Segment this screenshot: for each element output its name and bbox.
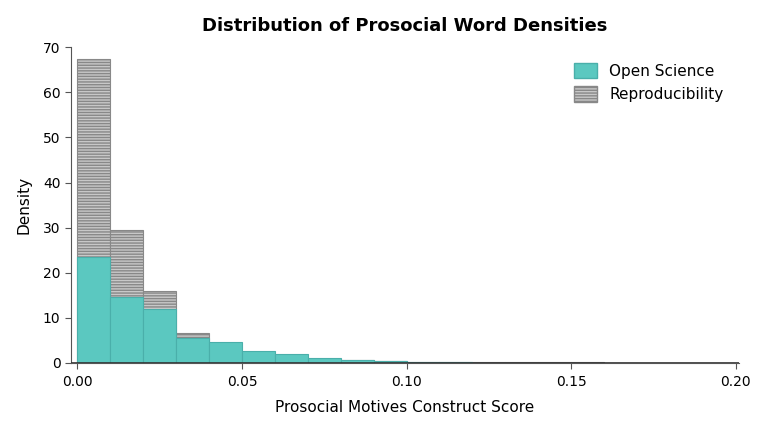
Bar [308, 359, 341, 363]
Bar [406, 362, 439, 363]
X-axis label: Prosocial Motives Construct Score: Prosocial Motives Construct Score [275, 400, 535, 415]
Bar [143, 308, 176, 363]
Bar [406, 362, 439, 363]
Bar [373, 362, 406, 363]
Title: Distribution of Prosocial Word Densities: Distribution of Prosocial Word Densities [202, 17, 607, 35]
Bar [275, 358, 308, 363]
Y-axis label: Density: Density [17, 176, 31, 234]
Bar [143, 291, 176, 363]
Bar [341, 360, 373, 363]
Bar [176, 334, 209, 363]
Bar [111, 297, 143, 363]
Bar [472, 362, 505, 363]
Bar [242, 352, 275, 363]
Bar [209, 354, 242, 363]
Bar [505, 362, 538, 363]
Bar [308, 358, 341, 363]
Bar [373, 361, 406, 363]
Bar [209, 343, 242, 363]
Legend: Open Science, Reproducibility: Open Science, Reproducibility [567, 55, 731, 110]
Bar [439, 362, 472, 363]
Bar [275, 354, 308, 363]
Bar [176, 338, 209, 363]
Bar [439, 362, 472, 363]
Bar [78, 257, 111, 363]
Bar [242, 356, 275, 363]
Bar [341, 360, 373, 363]
Bar [111, 230, 143, 363]
Bar [78, 59, 111, 363]
